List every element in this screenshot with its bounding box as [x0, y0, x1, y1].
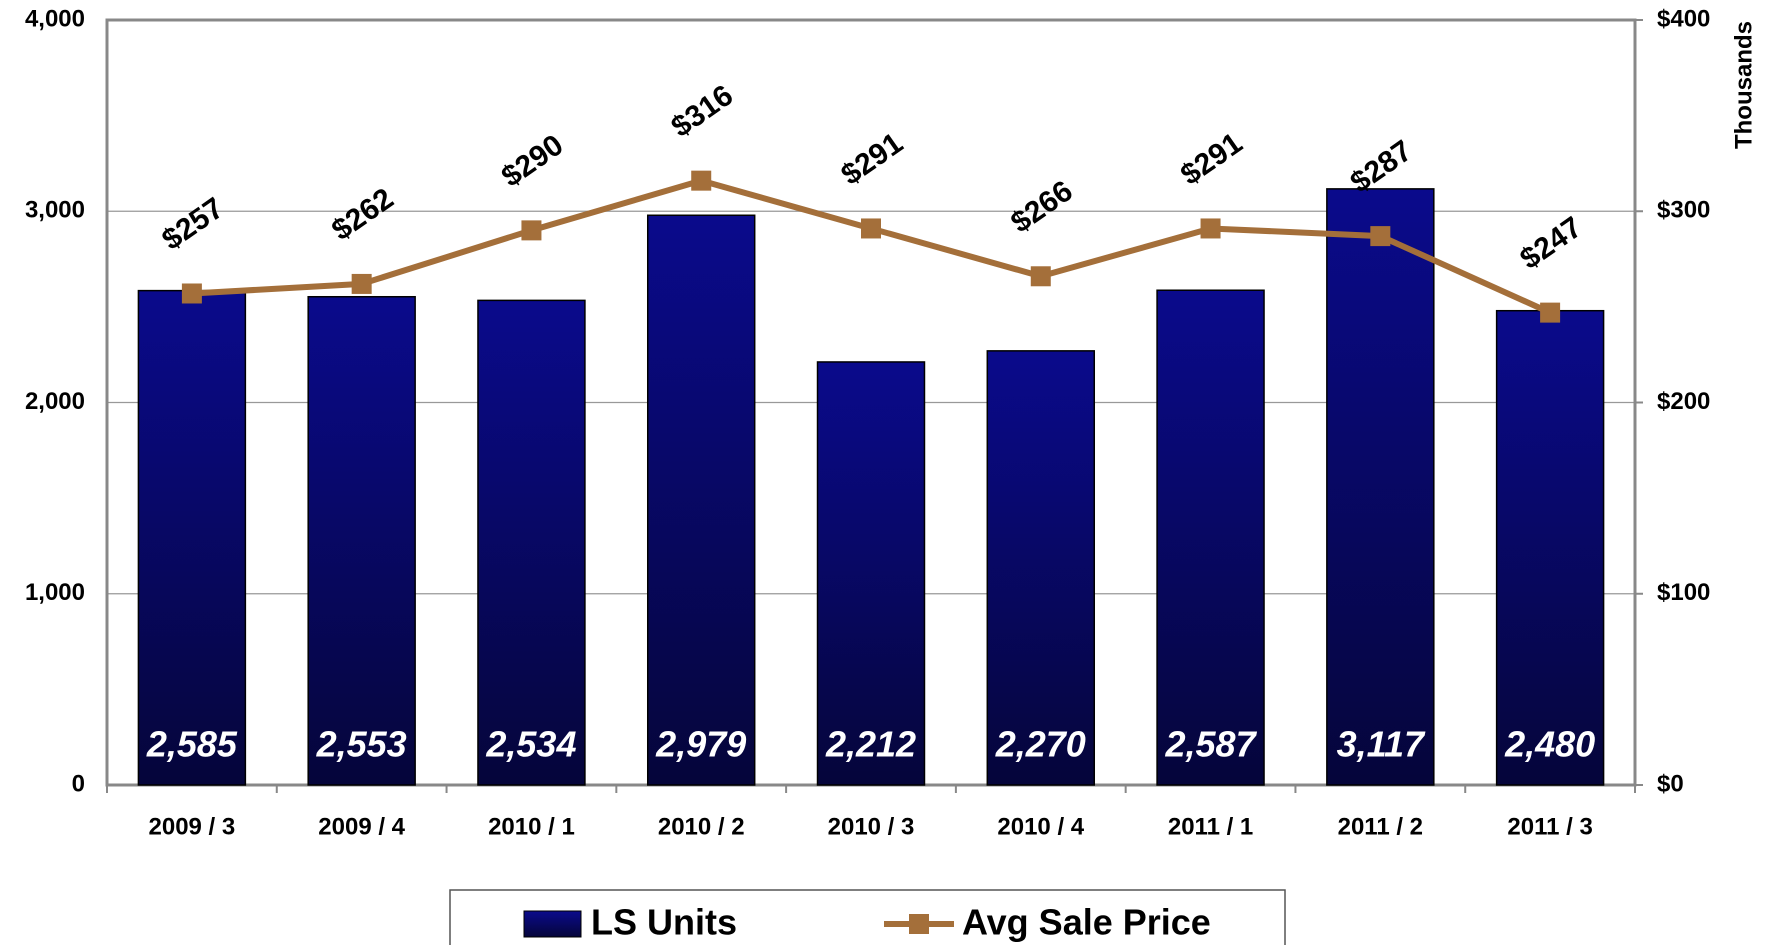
bar: [986, 350, 1096, 786]
bar: [1156, 289, 1265, 786]
x-tick-label: 2010 / 4: [997, 813, 1084, 840]
line-value-label: $291: [1175, 127, 1249, 192]
line-marker: [521, 220, 542, 241]
legend-label: LS Units: [591, 902, 737, 943]
bar: [646, 214, 756, 786]
y-tick-label: 4,000: [25, 5, 85, 32]
line-value-label: $247: [1514, 211, 1588, 276]
line-marker: [1370, 226, 1391, 247]
bar: [477, 299, 586, 786]
line-value-label: $316: [666, 79, 740, 144]
bar: [1495, 309, 1605, 786]
bar: [1326, 188, 1435, 786]
line-value-label: $257: [156, 192, 230, 257]
bar-value-label: 2,585: [146, 724, 238, 765]
y-tick-label: 2,000: [25, 388, 85, 415]
x-tick-label: 2009 / 4: [318, 813, 405, 840]
x-tick-label: 2010 / 2: [658, 813, 745, 840]
y-tick-label: 0: [72, 770, 85, 797]
y2-tick-label: $300: [1657, 197, 1710, 224]
legend-label: Avg Sale Price: [962, 902, 1211, 943]
legend-swatch: [523, 910, 582, 938]
legend-box: [449, 889, 1286, 945]
line-value-label: $262: [326, 182, 400, 247]
bar: [307, 295, 416, 786]
line-marker: [351, 273, 372, 294]
line-marker: [691, 170, 712, 191]
bar-value-label: 2,587: [1165, 724, 1258, 765]
bar-value-label: 2,212: [825, 724, 916, 765]
x-tick-label: 2010 / 3: [828, 813, 915, 840]
line-marker: [1540, 302, 1561, 323]
bar-value-label: 2,534: [485, 724, 576, 765]
bar-value-label: 2,979: [655, 724, 746, 765]
bar-value-label: 3,117: [1337, 724, 1426, 765]
y2-axis-title: Thousands: [1730, 21, 1757, 149]
y-tick-label: 1,000: [25, 579, 85, 606]
bar-value-label: 2,480: [1504, 724, 1595, 765]
y2-tick-label: $400: [1657, 5, 1710, 32]
bar: [137, 289, 247, 786]
legend-marker: [909, 914, 929, 934]
x-tick-label: 2011 / 3: [1507, 813, 1592, 840]
y-tick-label: 3,000: [25, 197, 85, 224]
x-tick-label: 2011 / 2: [1338, 813, 1423, 840]
x-tick-label: 2011 / 1: [1168, 813, 1253, 840]
line-value-label: $266: [1005, 174, 1079, 239]
line-value-label: $290: [496, 128, 570, 193]
line-marker: [1030, 266, 1051, 287]
y2-tick-label: $100: [1657, 579, 1710, 606]
x-tick-label: 2010 / 1: [488, 813, 575, 840]
x-tick-label: 2009 / 3: [149, 813, 236, 840]
line-value-label: $291: [835, 127, 909, 192]
y2-tick-label: $0: [1657, 770, 1684, 797]
line-marker: [181, 283, 202, 304]
line-marker: [861, 218, 881, 239]
bar: [816, 361, 926, 786]
y2-tick-label: $200: [1657, 388, 1710, 415]
bar-value-label: 2,270: [995, 724, 1086, 765]
line-marker: [1200, 218, 1221, 239]
bar-value-label: 2,553: [316, 724, 407, 765]
